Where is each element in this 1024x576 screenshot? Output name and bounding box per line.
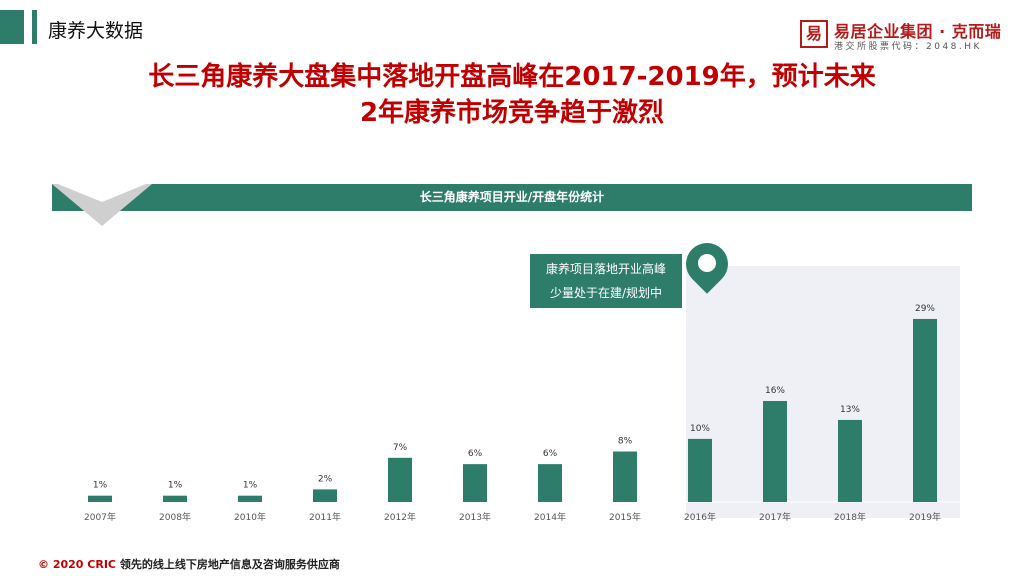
bar-2019年 bbox=[913, 318, 937, 502]
bar-2013年 bbox=[463, 464, 487, 502]
callout-line-1: 康养项目落地开业高峰 bbox=[545, 262, 666, 276]
x-tick-2019年: 2019年 bbox=[909, 511, 941, 523]
footer-text: 领先的线上线下房地产信息及咨询服务供应商 bbox=[119, 558, 340, 571]
company-logo: 易 易居企业集团 · 克而瑞 港交所股票代码：2048.HK bbox=[800, 18, 1002, 54]
headline-line-2: 2年康养市场竞争趋于激烈 bbox=[359, 98, 665, 128]
data-label-2014年: 6% bbox=[543, 449, 558, 459]
x-tick-2015年: 2015年 bbox=[609, 511, 641, 523]
x-tick-2016年: 2016年 bbox=[684, 511, 716, 523]
x-tick-2012年: 2012年 bbox=[384, 511, 416, 523]
callout-line-2: 少量处于在建/规划中 bbox=[549, 286, 663, 300]
data-label-2019年: 29% bbox=[915, 304, 935, 314]
data-label-2013年: 6% bbox=[468, 449, 483, 459]
logo-stock-code: 港交所股票代码：2048.HK bbox=[834, 42, 982, 52]
map-pin-hole bbox=[698, 254, 716, 272]
footer-copyright: © 2020 CRIC bbox=[38, 558, 116, 571]
data-label-2011年: 2% bbox=[318, 474, 333, 484]
chart-title-banner: 长三角康养项目开业/开盘年份统计 bbox=[52, 184, 972, 211]
x-tick-2010年: 2010年 bbox=[234, 511, 266, 523]
bar-2012年 bbox=[388, 457, 412, 502]
bar-chart: 1% 2007年 1% 2008年 1% 2010年 2% 2011年 7% 2012年 6% 201… bbox=[60, 304, 970, 523]
banner-triangle-inner bbox=[58, 184, 146, 202]
header-accent-stripe bbox=[32, 10, 37, 44]
x-tick-2018年: 2018年 bbox=[834, 511, 866, 523]
bar-2015年 bbox=[613, 451, 637, 502]
chart-title: 长三角康养项目开业/开盘年份统计 bbox=[419, 190, 605, 204]
x-tick-2011年: 2011年 bbox=[309, 511, 341, 523]
x-tick-2014年: 2014年 bbox=[534, 511, 566, 523]
bar-2016年 bbox=[688, 438, 712, 502]
headline-line-1: 长三角康养大盘集中落地开盘高峰在2017-2019年，预计未来 bbox=[148, 62, 876, 92]
footer: © 2020 CRIC 领先的线上线下房地产信息及咨询服务供应商 bbox=[38, 556, 340, 572]
bar-2007年 bbox=[88, 495, 112, 502]
header-accent-bar bbox=[0, 10, 24, 44]
data-label-2010年: 1% bbox=[243, 481, 258, 491]
data-label-2017年: 16% bbox=[765, 386, 785, 396]
data-label-2018年: 13% bbox=[840, 405, 860, 415]
x-tick-2008年: 2008年 bbox=[159, 511, 191, 523]
bar-2018年 bbox=[838, 419, 862, 502]
callout-box: 康养项目落地开业高峰 少量处于在建/规划中 bbox=[530, 254, 682, 308]
data-label-2016年: 10% bbox=[690, 424, 710, 434]
data-label-2015年: 8% bbox=[618, 437, 633, 447]
bar-2010年 bbox=[238, 495, 262, 502]
bar-2008年 bbox=[163, 495, 187, 502]
bar-2017年 bbox=[763, 401, 787, 502]
x-tick-2017年: 2017年 bbox=[759, 511, 791, 523]
bar-2011年 bbox=[313, 489, 337, 502]
data-label-2012年: 7% bbox=[393, 443, 408, 453]
data-label-2007年: 1% bbox=[93, 481, 108, 491]
bar-2014年 bbox=[538, 464, 562, 502]
data-label-2008年: 1% bbox=[168, 481, 183, 491]
x-tick-2007年: 2007年 bbox=[84, 511, 116, 523]
logo-seal-icon: 易 bbox=[800, 20, 828, 48]
x-tick-2013年: 2013年 bbox=[459, 511, 491, 523]
logo-name: 易居企业集团 · 克而瑞 bbox=[834, 22, 1002, 41]
section-title: 康养大数据 bbox=[48, 20, 144, 42]
